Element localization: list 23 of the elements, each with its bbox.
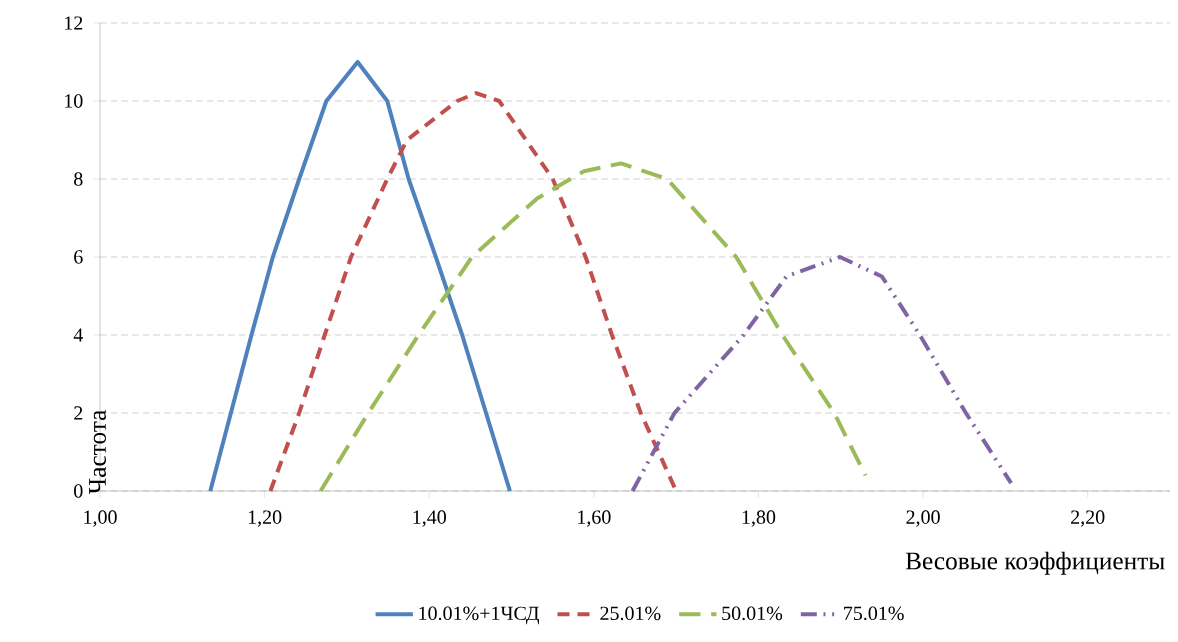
x-tick-label: 1,60	[578, 510, 611, 527]
y-tick-label: 6	[74, 250, 83, 264]
legend-label: 10.01%+1ЧСД	[419, 606, 540, 625]
line-series	[318, 161, 868, 493]
y-tick-label: 2	[74, 406, 83, 420]
y-tick-label: 10	[65, 94, 83, 108]
x-tick-label: 1,80	[742, 510, 776, 527]
x-tick-label: 2,20	[1071, 510, 1105, 527]
x-tick-label: 1,40	[413, 510, 446, 527]
legend-label: 75.01%	[844, 606, 904, 621]
legend-label: 50.01%	[722, 606, 783, 621]
y-tick-label: 4	[73, 328, 83, 342]
y-tick-label: 0	[74, 484, 83, 498]
legend-label: 25.01%	[600, 606, 661, 621]
y-tick-label: 8	[74, 172, 83, 186]
y-axis-title: Частота	[89, 409, 106, 495]
x-tick-label: 2,00	[906, 510, 940, 527]
line-series	[630, 254, 1014, 493]
y-tick-label: 12	[65, 16, 83, 30]
x-tick-label: 1,00	[84, 510, 117, 527]
line-series	[268, 91, 679, 493]
x-axis-title: Весовые коэффициенты	[905, 551, 1165, 575]
x-tick-label: 1,20	[248, 510, 282, 527]
